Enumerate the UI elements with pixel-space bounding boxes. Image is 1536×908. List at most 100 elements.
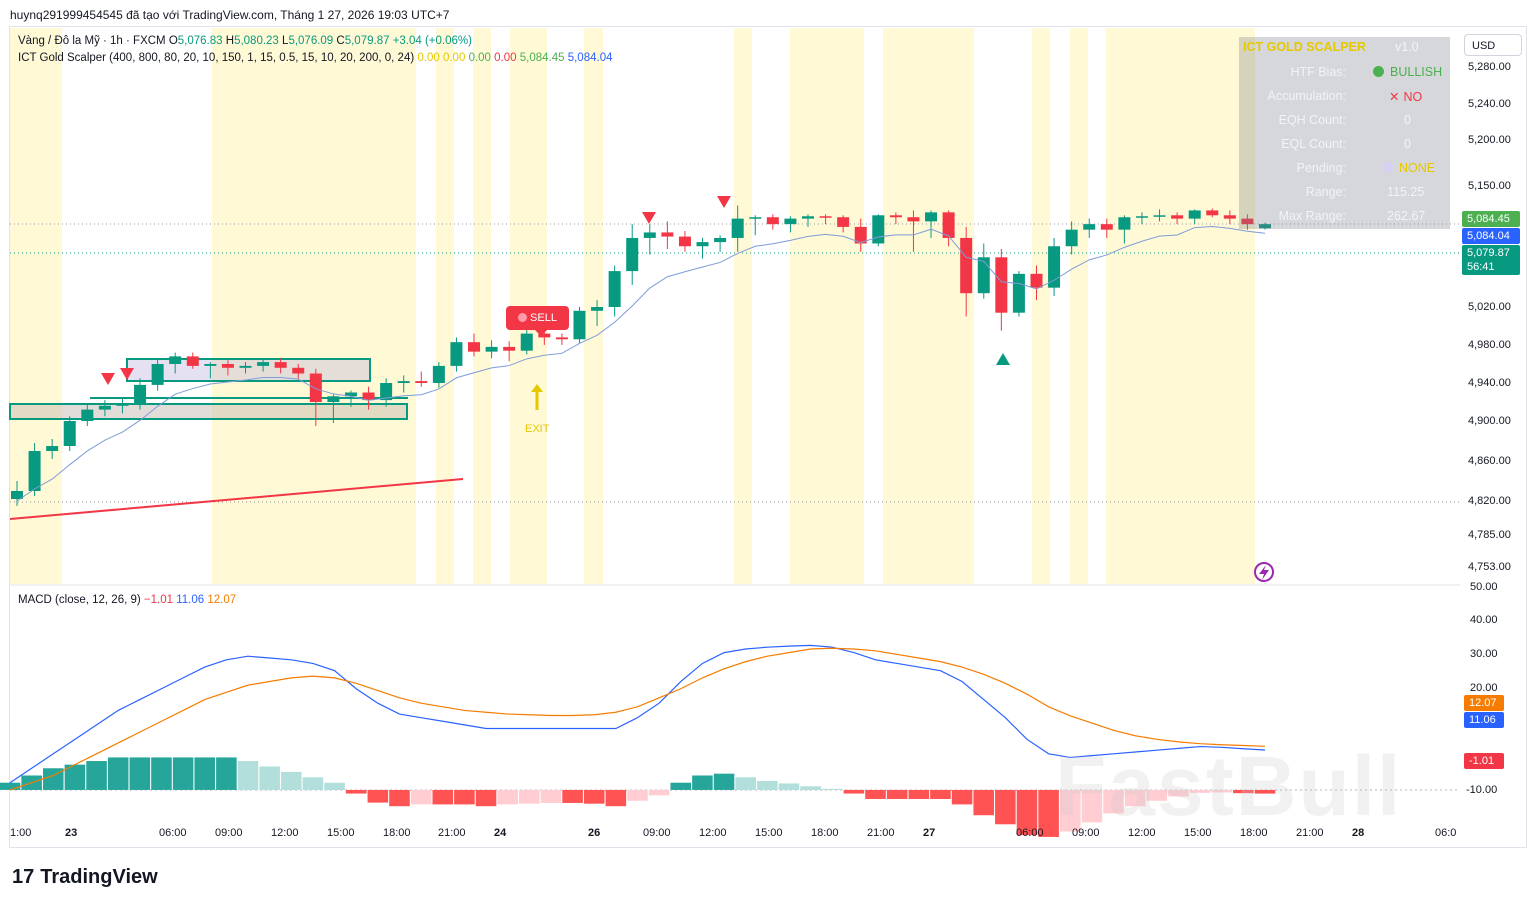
macd-hist-bar (0, 782, 21, 790)
price-tick: 4,980.00 (1468, 339, 1511, 351)
time-tick: 18:00 (1240, 827, 1268, 839)
panel-key: Pending: (1296, 161, 1346, 175)
time-tick: 28 (1352, 827, 1365, 839)
sell-marker-icon (120, 368, 134, 380)
macd-hist-bar (713, 773, 735, 790)
indicator-legend[interactable]: ICT Gold Scalper (400, 800, 80, 20, 10, … (18, 52, 612, 64)
candle-body (11, 491, 23, 499)
candle-body (151, 364, 164, 385)
macd-hist-bar (1211, 789, 1233, 793)
macd-hist-bar (281, 771, 302, 790)
candle-body (925, 212, 938, 222)
tradingview-logo: 17 TradingView (12, 866, 158, 889)
panel-row-htf-bias: HTF Bias: BULLISH (1239, 61, 1450, 85)
candle-body (731, 218, 744, 238)
time-tick: 09:00 (1072, 827, 1100, 839)
cross-icon: ✕ (1389, 90, 1400, 104)
panel-row-eqh: EQH Count: 0 (1239, 109, 1450, 133)
macd-hist-bar (1254, 789, 1276, 794)
price-tick: 4,785.00 (1468, 529, 1511, 541)
macd-hist-bar (1168, 789, 1189, 797)
scalper-info-panel: ICT GOLD SCALPER v1.0 HTF Bias: BULLISH … (1239, 37, 1450, 229)
macd-hist-bar (1189, 789, 1211, 793)
candle-body (380, 383, 393, 401)
tv-logo-text: TradingView (40, 866, 158, 888)
price-tick: 4,820.00 (1468, 495, 1511, 507)
time-tick: 15:00 (755, 827, 783, 839)
neutral-dot-icon (1382, 162, 1393, 173)
macd-tick: 20.00 (1470, 682, 1498, 694)
panel-header: ICT GOLD SCALPER v1.0 (1239, 37, 1450, 61)
exit-signal-label: EXIT (525, 423, 550, 435)
candle-body (749, 217, 762, 219)
lightning-icon (1254, 562, 1274, 582)
time-tick: 23 (65, 827, 78, 839)
candle-body (520, 333, 533, 351)
candle-body (485, 346, 498, 352)
candle-body (995, 257, 1008, 313)
candle-body (63, 421, 76, 446)
macd-hist-bar (259, 766, 280, 790)
candle-body (116, 403, 129, 406)
macd-hist-bar (389, 789, 410, 807)
candle-body (1048, 246, 1061, 288)
panel-key: Range: (1305, 185, 1346, 199)
candle-body (591, 307, 604, 311)
sell-marker-icon (717, 196, 731, 208)
session-band (1106, 28, 1255, 584)
macd-tick: 50.00 (1470, 581, 1498, 593)
macd-hist-bar (1146, 789, 1168, 801)
trend-line (9, 478, 464, 520)
symbol-legend[interactable]: Vàng / Đô la Mỹ · 1h · FXCM O5,076.83 H5… (18, 35, 472, 47)
signal-line (9, 647, 1266, 791)
macd-hist-bar (519, 789, 540, 804)
time-tick: 06:00 (159, 827, 187, 839)
candle-body (1030, 273, 1043, 288)
candle-body (309, 373, 322, 402)
chart-frame (9, 26, 1527, 848)
macd-hist-bar (605, 789, 627, 807)
macd-hist-bar (540, 789, 562, 803)
candle-body (503, 346, 516, 351)
panel-title: ICT GOLD SCALPER (1243, 40, 1366, 54)
candle-body (643, 232, 656, 238)
macd-tick: -10.00 (1466, 784, 1498, 796)
macd-hist-bar (172, 757, 194, 790)
candle-body (573, 310, 586, 340)
macd-hist-bar (821, 788, 843, 790)
candle-body (837, 217, 850, 227)
candle-body (1135, 216, 1148, 218)
candle-body (1171, 215, 1184, 219)
candle-body (872, 215, 885, 244)
time-tick: 15:00 (327, 827, 355, 839)
macd-hist-bar (800, 786, 821, 790)
panel-value: ✕ NO (1389, 89, 1422, 104)
ma-line (16, 226, 1266, 502)
macd-hist-bar (216, 757, 237, 790)
close-value: 5,079.87 (344, 35, 390, 47)
macd-hist-bar (778, 783, 800, 790)
session-band (1032, 28, 1050, 584)
macd-hist-bar (64, 764, 86, 790)
macd-hist-bar (42, 768, 64, 790)
sell-marker-icon (101, 373, 115, 385)
panel-key: EQH Count: (1278, 113, 1346, 127)
candle-body (239, 365, 252, 368)
price-tick: 5,200.00 (1468, 134, 1511, 146)
macd-legend[interactable]: MACD (close, 12, 26, 9) −1.01 11.06 12.0… (18, 594, 236, 606)
candle-body (1223, 215, 1236, 219)
macd-hist-bar (475, 789, 497, 807)
currency-button[interactable]: USD (1464, 34, 1522, 56)
pending-value: NONE (1399, 161, 1436, 175)
candle-body (274, 362, 287, 368)
candle-body (81, 409, 94, 421)
panel-value: 0 (1404, 137, 1411, 151)
macd-hist-bar (692, 775, 713, 790)
macd-hist-bar (1016, 789, 1038, 836)
macd-hist-bar (951, 789, 973, 805)
panel-key: EQL Count: (1281, 137, 1346, 151)
candle-body (204, 364, 217, 366)
indicator-value: 0.00 (494, 52, 517, 64)
exit-arrow-icon (531, 384, 543, 392)
